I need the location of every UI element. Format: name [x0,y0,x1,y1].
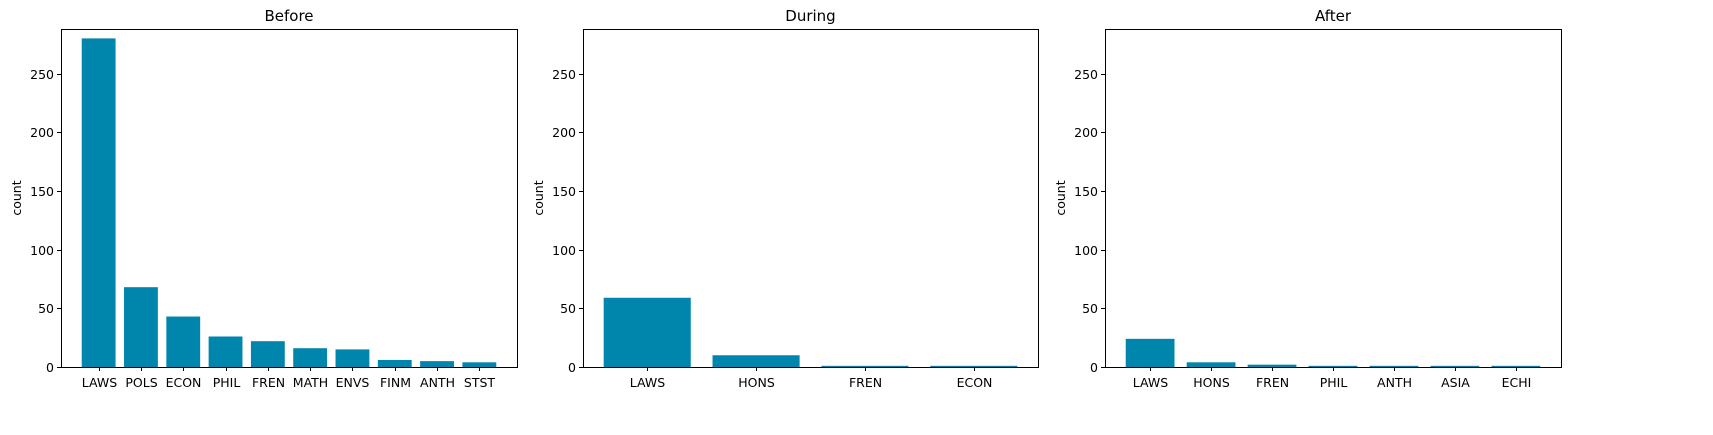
x-tick-label: HONS [1193,375,1230,390]
x-tick-label: POLS [125,375,157,390]
bar-math [293,348,328,367]
x-tick-label: PHIL [1320,375,1348,390]
x-tick-label: ANTH [420,375,455,390]
bar-fren [250,341,285,367]
x-tick-label: PHIL [213,375,241,390]
bar-econ [930,365,1018,367]
bar-econ [166,316,201,367]
x-tick-label: LAWS [82,375,117,390]
chart-title: Before [264,7,313,25]
y-tick-label: 250 [552,67,576,82]
y-tick-label: 50 [560,301,576,316]
bar-phil [208,336,243,367]
y-tick-label: 50 [1082,301,1098,316]
y-tick-label: 250 [1074,67,1098,82]
bar-echi [1491,365,1541,367]
y-tick-label: 200 [30,125,54,140]
y-tick-label: 200 [552,125,576,140]
bar-fren [1247,364,1297,367]
bar-hons [1186,362,1236,367]
bar-fren [821,365,909,367]
y-tick-label: 100 [1074,243,1098,258]
y-tick-label: 100 [552,243,576,258]
x-tick-label: MATH [293,375,328,390]
y-axis-label: count [9,180,24,215]
x-tick-label: ENVS [336,375,370,390]
y-tick-label: 200 [1074,125,1098,140]
bar-anth [420,361,454,367]
x-tick-label: FREN [1256,375,1289,390]
y-tick-label: 0 [1090,360,1098,375]
bar-laws [1125,338,1175,367]
x-tick-label: FREN [252,375,285,390]
bar-asia [1430,365,1480,367]
bar-laws [603,297,691,367]
x-tick-label: FINM [380,375,411,390]
bar-anth [1369,365,1419,367]
y-tick-label: 50 [38,301,54,316]
bar-envs [335,349,370,367]
chart-panel-during: 0 50 100 150 200 250 LAWS HONS FREN ECON During cou… [531,7,1039,390]
bar-laws [81,38,116,367]
x-tick-label: ECON [166,375,202,390]
chart-panel-before: 0 50 100 150 200 250 LAWS POLS ECON PHIL FREN MATH E… [9,7,518,390]
y-axis-label: count [1053,180,1068,215]
bar-finm [377,359,412,367]
x-tick-label: ANTH [1377,375,1412,390]
plot-frame [61,29,518,368]
y-tick-label: 150 [552,184,576,199]
y-tick-label: 0 [568,360,576,375]
y-tick-label: 250 [30,67,54,82]
y-tick-label: 150 [30,184,54,199]
x-tick-label: ECHI [1502,375,1532,390]
bar-hons [712,355,800,367]
chart-panel-after: 0 50 100 150 200 250 LAWS HONS FREN PHIL ANTH ASIA E… [1053,7,1562,390]
x-tick-label: ASIA [1441,375,1470,390]
x-tick-label: LAWS [630,375,665,390]
x-tick-label: STST [464,375,496,390]
x-tick-label: ECON [957,375,993,390]
y-tick-label: 150 [1074,184,1098,199]
chart-title: During [785,7,835,25]
y-axis-label: count [531,180,546,215]
y-tick-label: 100 [30,243,54,258]
x-tick-label: FREN [849,375,882,390]
plot-frame [1105,29,1562,368]
x-tick-label: LAWS [1133,375,1168,390]
bar-stst [462,362,497,367]
plot-frame [583,29,1039,368]
x-tick-label: HONS [738,375,775,390]
bar-phil [1308,365,1358,367]
y-tick-label: 0 [46,360,54,375]
chart-title: After [1315,7,1352,25]
bar-pols [124,287,158,367]
